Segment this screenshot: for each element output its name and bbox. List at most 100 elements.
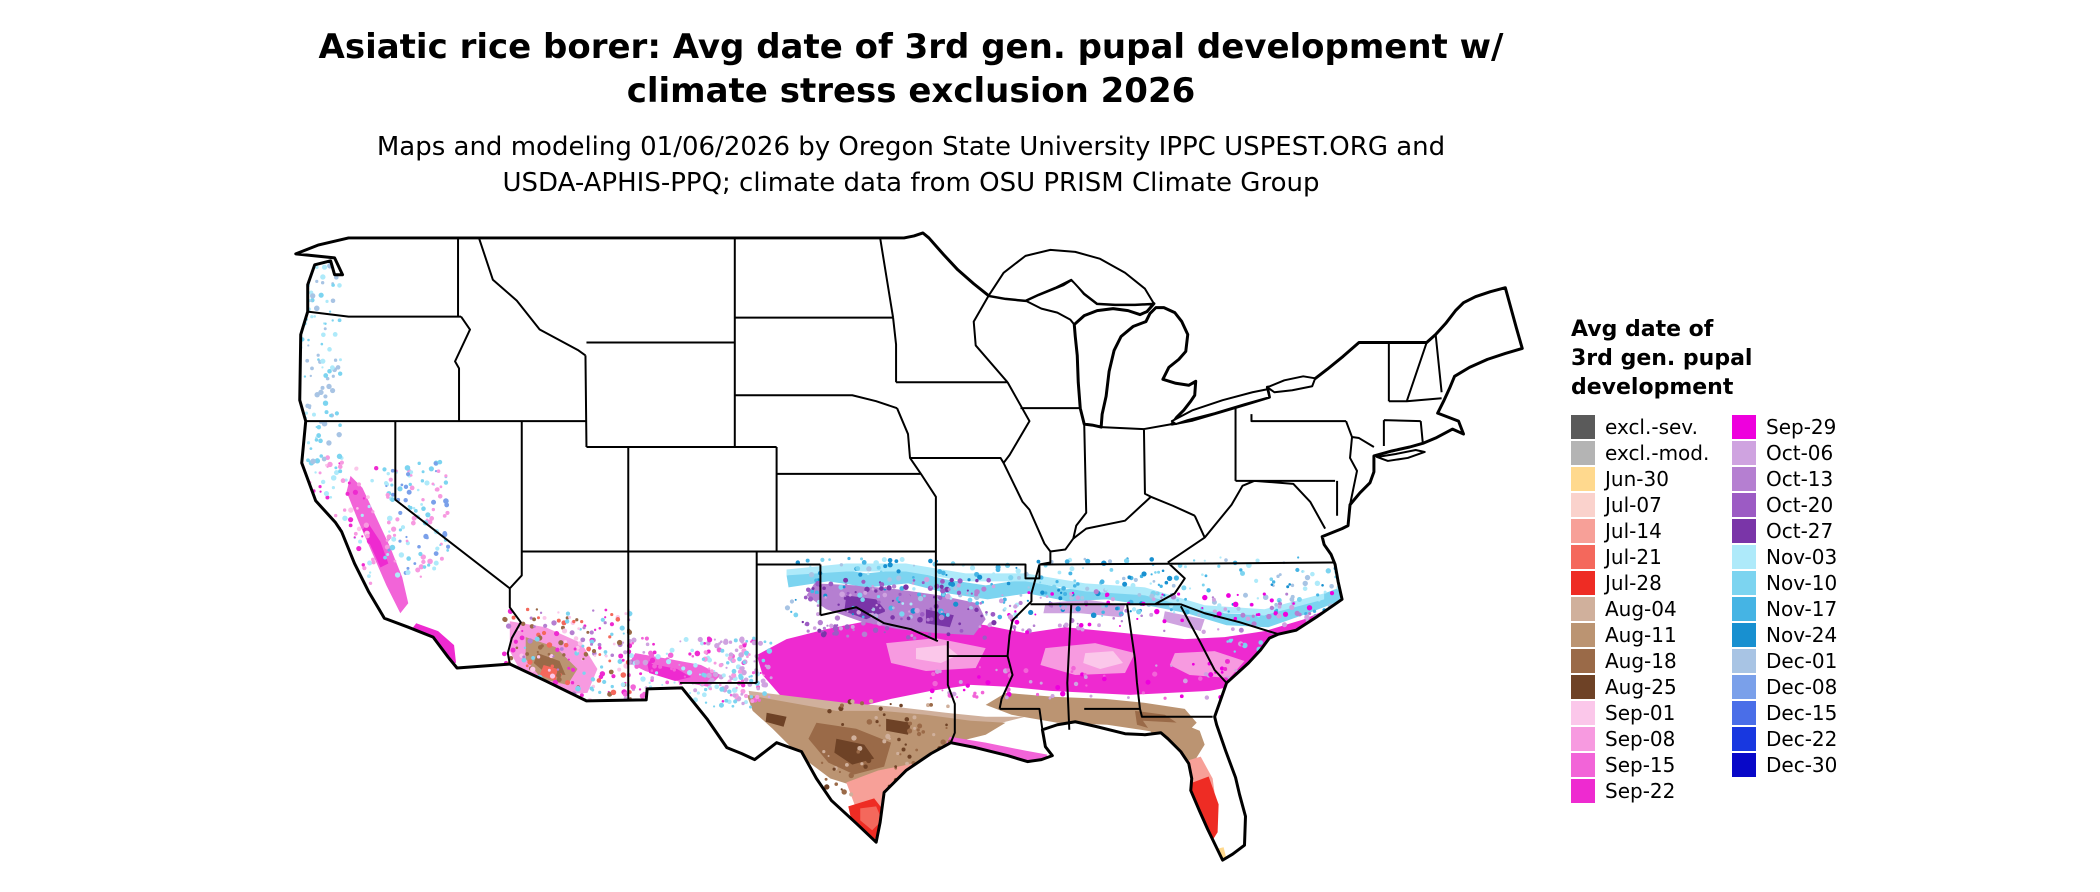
raster-speckle [810,589,815,594]
raster-speckle [691,654,695,658]
raster-speckle [1157,583,1161,587]
raster-speckle [913,726,917,730]
raster-speckle [650,676,655,680]
raster-speckle [1273,640,1277,645]
legend-swatch [1571,545,1595,569]
raster-speckle [1154,608,1160,615]
raster-speckle [749,705,753,709]
legend-row: Nov-17 [1732,596,1837,622]
raster-speckle [1217,603,1222,608]
raster-speckle [367,560,373,566]
raster-speckle [1257,612,1261,617]
raster-speckle [586,630,590,634]
raster-speckle [1151,597,1156,602]
raster-speckle [846,757,851,761]
raster-speckle [590,642,594,646]
raster-speckle [707,667,711,670]
raster-speckle [709,669,714,674]
raster-speckle [306,441,311,445]
raster-speckle [1222,695,1228,700]
raster-speckle [940,588,946,594]
raster-speckle [314,265,319,270]
map-legend: Avg date of 3rd gen. pupal development e… [1571,315,2071,804]
raster-speckle [991,620,997,626]
raster-speckle [965,683,970,688]
raster-speckle [838,584,844,590]
raster-speckle [308,506,312,510]
raster-speckle [303,375,307,378]
raster-speckle [319,490,322,493]
raster-speckle [417,544,421,549]
raster-speckle [1269,605,1275,611]
raster-speckle [959,628,964,633]
raster-speckle [321,420,328,427]
raster-speckle [719,686,725,692]
raster-speckle [528,678,532,681]
raster-speckle [427,563,431,567]
raster-speckle [1249,602,1254,607]
raster-speckle [386,520,391,525]
raster-speckle [346,578,351,583]
raster-speckle [1112,617,1115,620]
raster-speckle [974,589,980,595]
raster-speckle [1118,625,1121,627]
raster-speckle [324,410,329,415]
raster-speckle [507,694,514,700]
raster-speckle [419,575,422,578]
raster-speckle [624,612,628,616]
raster-speckle [917,616,923,623]
legend-label: Nov-03 [1766,545,1838,569]
us-landmass [295,232,1523,861]
legend-swatch [1732,597,1756,621]
raster-speckle [634,664,640,669]
raster-speckle [580,637,586,643]
raster-speckle [320,621,325,626]
raster-speckle [315,570,321,576]
raster-speckle [1149,582,1152,585]
raster-speckle [1304,614,1310,621]
raster-speckle [327,620,331,624]
raster-speckle [836,624,839,627]
raster-speckle [934,789,940,795]
legend-swatch [1571,779,1595,803]
raster-speckle [667,652,674,659]
raster-speckle [1076,622,1079,625]
raster-speckle [1278,573,1282,577]
raster-speckle [407,505,411,508]
raster-speckle [945,593,951,600]
raster-speckle [547,668,551,672]
raster-speckle [439,485,443,489]
raster-speckle [668,694,673,699]
legend-title-line1: Avg date of [1571,317,1714,342]
raster-speckle [1169,608,1173,612]
raster-speckle [945,613,950,617]
raster-speckle [316,425,322,430]
raster-speckle [310,315,314,319]
legend-label: Aug-04 [1605,597,1677,621]
raster-speckle [502,616,508,622]
raster-speckle [1069,566,1075,572]
legend-row: Dec-01 [1732,648,1837,674]
raster-speckle [893,600,898,606]
raster-speckle [436,469,441,473]
raster-speckle [678,699,683,704]
raster-speckle [739,636,745,642]
raster-speckle [603,621,607,625]
raster-speckle [535,608,539,611]
raster-speckle [556,618,561,623]
raster-speckle [321,529,327,535]
raster-speckle [340,597,346,603]
raster-speckle [326,602,332,608]
raster-speckle [1063,592,1068,597]
raster-speckle [314,586,320,592]
raster-speckle [943,775,949,781]
raster-speckle [610,689,617,696]
legend-row: Jul-21 [1571,544,1732,570]
raster-speckle [1282,611,1289,617]
raster-speckle [761,658,766,663]
raster-speckle [1259,675,1265,681]
raster-speckle [406,566,410,570]
raster-speckle [1310,571,1315,577]
raster-speckle [874,589,878,593]
raster-speckle [938,669,942,674]
